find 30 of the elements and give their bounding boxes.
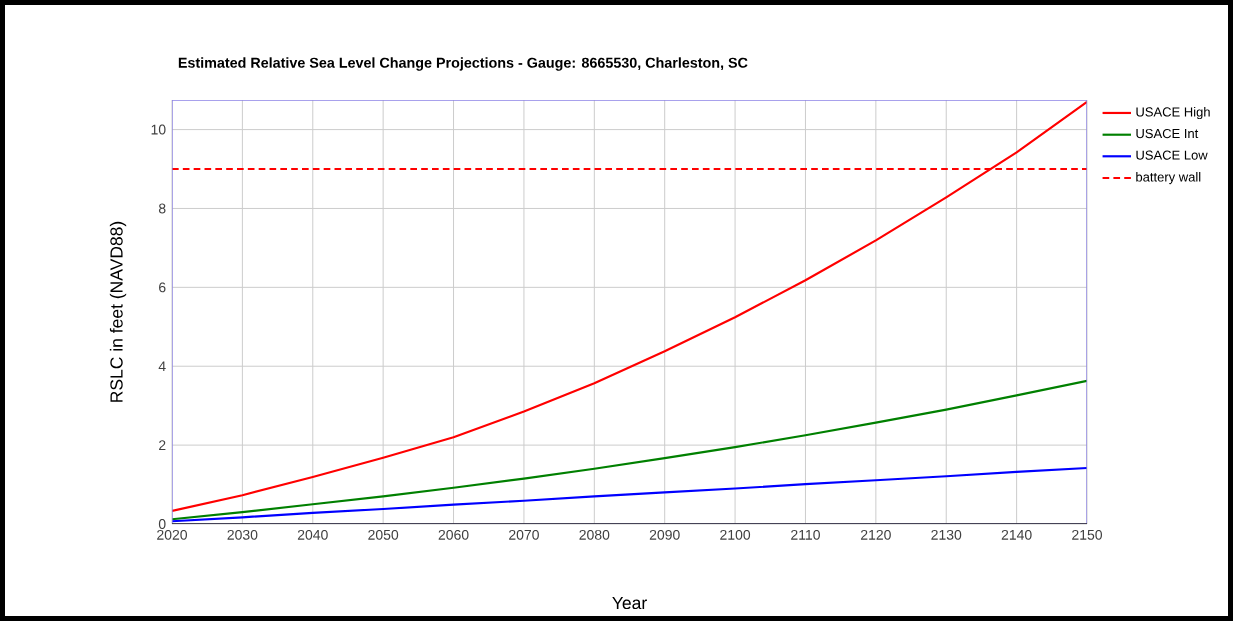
y-tick-label: 2 xyxy=(159,440,166,450)
line-series xyxy=(172,100,1087,513)
x-tick-label: 2020 xyxy=(157,529,188,540)
line-series xyxy=(172,379,1087,521)
y-tick-label: 0 xyxy=(158,519,166,529)
x-tick-label: 2120 xyxy=(860,529,891,540)
legend-label: USACE Low xyxy=(1136,150,1208,160)
y-tick-label: 8 xyxy=(158,203,166,214)
x-tick-label: 2080 xyxy=(579,529,610,540)
x-tick-label: 2040 xyxy=(297,529,328,540)
x-tick-label: 2130 xyxy=(931,529,962,540)
legend-label: battery wall xyxy=(1136,172,1201,185)
y-tick-label: 10 xyxy=(151,124,166,135)
y-axis-title: RSLC in feet (NAVD88) xyxy=(109,221,127,402)
x-tick-label: 2090 xyxy=(649,529,680,540)
x-tick-label: 2050 xyxy=(368,529,399,540)
line-series xyxy=(172,466,1087,523)
legend-label: USACE Int xyxy=(1136,128,1199,139)
x-tick-label: 2030 xyxy=(227,529,258,540)
legend-label: USACE High xyxy=(1136,107,1210,120)
y-tick-label: 4 xyxy=(158,361,166,372)
x-axis-title: Year xyxy=(612,596,647,610)
x-tick-label: 2140 xyxy=(1001,529,1032,540)
x-tick-label: 2070 xyxy=(509,529,539,540)
x-tick-label: 2100 xyxy=(720,529,751,540)
x-tick-label: 2110 xyxy=(791,529,820,540)
x-tick-label: 2060 xyxy=(438,529,469,540)
chart-title: Estimated Relative Sea Level Change Projections - Gauge: 8665530, Charleston, SC xyxy=(178,57,748,71)
y-tick-label: 6 xyxy=(159,282,166,293)
x-tick-label: 2150 xyxy=(1072,529,1103,540)
